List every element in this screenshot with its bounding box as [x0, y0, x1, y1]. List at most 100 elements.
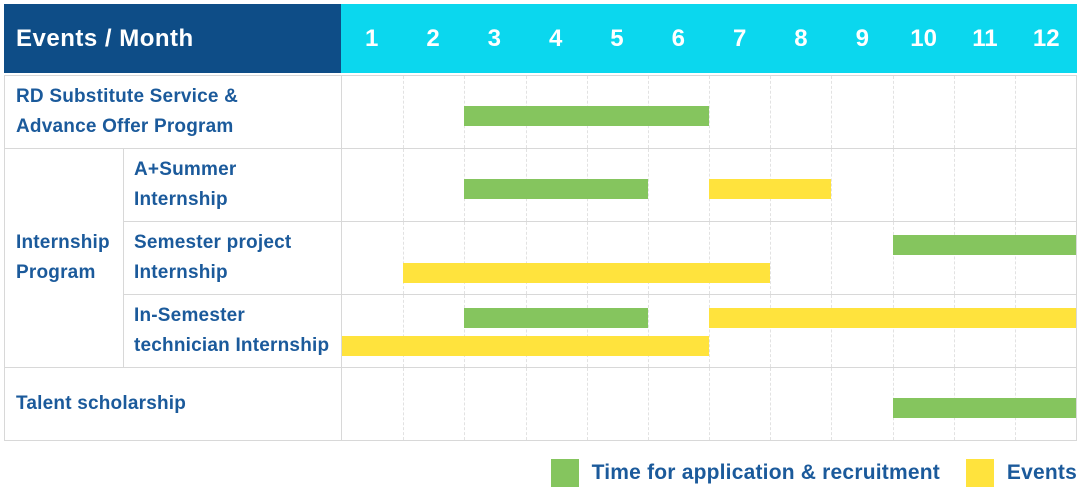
table-row: In-Semester technician Internship — [124, 295, 1076, 367]
row-label-line: RD Substitute Service & — [16, 86, 239, 107]
gantt-body: RD Substitute Service & Advance Offer Pro… — [4, 75, 1077, 441]
month-gridline — [586, 295, 588, 367]
month-gridline — [831, 76, 833, 148]
month-gridline — [953, 76, 955, 148]
month-header-10: 10 — [910, 24, 937, 52]
month-gridline — [464, 368, 466, 440]
month-gridline — [953, 295, 955, 367]
legend-item-events: Events — [965, 459, 1077, 487]
event-bar — [342, 336, 709, 356]
month-gridline — [770, 222, 772, 294]
month-gridline — [953, 149, 955, 221]
gantt-row-grid — [342, 368, 1076, 440]
events-swatch-icon — [965, 459, 994, 487]
month-gridline — [709, 295, 710, 367]
recruitment-bar — [464, 179, 648, 199]
month-gridline — [831, 295, 833, 367]
group-rows: A+Summer Internship Semester project Intern… — [124, 149, 1076, 367]
month-gridline — [709, 368, 710, 440]
row-label: A+Summer Internship — [124, 149, 342, 221]
month-gridline — [709, 76, 710, 148]
gantt-section: RD Substitute Service & Advance Offer Pro… — [5, 76, 1076, 149]
legend-item-recruitment: Time for application & recruitment — [550, 459, 940, 487]
row-label: In-Semester technician Internship — [124, 295, 342, 367]
month-gridline — [464, 222, 466, 294]
month-gridline — [647, 222, 649, 294]
month-gridline — [525, 368, 527, 440]
row-label-line: Internship — [16, 232, 110, 253]
month-gridline — [525, 295, 527, 367]
gantt-table: Events / Month 1 2 3 4 5 6 7 8 9 10 11 12 RD Substi… — [4, 4, 1077, 441]
recruitment-bar — [464, 308, 648, 328]
event-bar — [403, 263, 771, 283]
legend: Time for application & recruitment Event… — [550, 459, 1077, 487]
month-gridline — [831, 149, 833, 221]
month-gridline — [1014, 149, 1016, 221]
month-gridline — [647, 295, 649, 367]
month-header-3: 3 — [487, 24, 501, 52]
month-gridline — [770, 295, 772, 367]
gantt-section: Talent scholarship — [5, 368, 1076, 440]
month-gridline — [709, 222, 710, 294]
row-label-line: A+Summer — [134, 159, 237, 180]
gantt-row-grid — [342, 149, 1076, 221]
month-gridline — [586, 222, 588, 294]
month-header-strip: 1 2 3 4 5 6 7 8 9 10 11 12 — [341, 4, 1077, 73]
month-gridline — [403, 368, 405, 440]
row-group-label: Internship Program — [5, 149, 124, 367]
month-gridline — [953, 222, 955, 294]
month-header-12: 12 — [1032, 24, 1060, 52]
month-gridline — [647, 368, 649, 440]
gantt-row-grid — [342, 222, 1076, 294]
event-bar — [709, 179, 832, 199]
recruitment-bar — [892, 235, 1076, 255]
row-label: Talent scholarship — [5, 368, 342, 440]
event-bar — [709, 308, 1076, 328]
month-gridline — [770, 368, 772, 440]
month-gridline — [831, 222, 833, 294]
month-gridline — [403, 295, 405, 367]
recruitment-bar — [892, 398, 1076, 418]
month-gridline — [403, 76, 405, 148]
month-gridline — [586, 368, 588, 440]
month-gridline — [403, 149, 405, 221]
row-label-line: Internship — [134, 262, 228, 283]
table-row: Semester project Internship — [124, 222, 1076, 295]
month-header-11: 11 — [972, 24, 998, 52]
legend-label-recruitment: Time for application & recruitment — [591, 461, 940, 484]
recruitment-bar — [464, 106, 709, 126]
month-gridline — [892, 222, 894, 294]
month-header-7: 7 — [732, 24, 747, 52]
recruitment-swatch-icon — [550, 459, 579, 487]
month-gridline — [403, 222, 405, 294]
month-gridline — [1014, 76, 1016, 148]
month-gridline — [1014, 222, 1016, 294]
month-header-6: 6 — [671, 24, 685, 52]
month-header-2: 2 — [426, 24, 440, 52]
month-header-8: 8 — [794, 24, 808, 52]
row-label-line: In-Semester — [134, 305, 245, 326]
month-gridline — [525, 222, 527, 294]
month-header-4: 4 — [548, 24, 563, 52]
gantt-row-grid — [342, 295, 1076, 367]
month-gridline — [892, 149, 894, 221]
month-header-5: 5 — [610, 24, 624, 52]
header-title-cell: Events / Month — [4, 4, 341, 73]
row-label: RD Substitute Service & Advance Offer Pro… — [5, 76, 342, 148]
gantt-section: Internship Program A+Summer Internship Semes… — [5, 149, 1076, 368]
gantt-row-grid — [342, 76, 1076, 148]
month-header-9: 9 — [855, 24, 869, 52]
month-gridline — [831, 368, 833, 440]
row-label-line: Program — [16, 262, 96, 283]
row-label-line: Internship — [134, 189, 228, 210]
month-gridline — [1014, 295, 1016, 367]
row-label-line: Semester project — [134, 232, 292, 253]
row-label-line: technician Internship — [134, 335, 330, 356]
row-label-line: Advance Offer Program — [16, 116, 234, 137]
table-row: A+Summer Internship — [124, 149, 1076, 222]
month-gridline — [464, 295, 466, 367]
month-header-1: 1 — [364, 24, 379, 52]
month-gridline — [892, 295, 894, 367]
table-header-row: Events / Month 1 2 3 4 5 6 7 8 9 10 11 12 — [4, 4, 1077, 73]
month-gridline — [770, 76, 772, 148]
